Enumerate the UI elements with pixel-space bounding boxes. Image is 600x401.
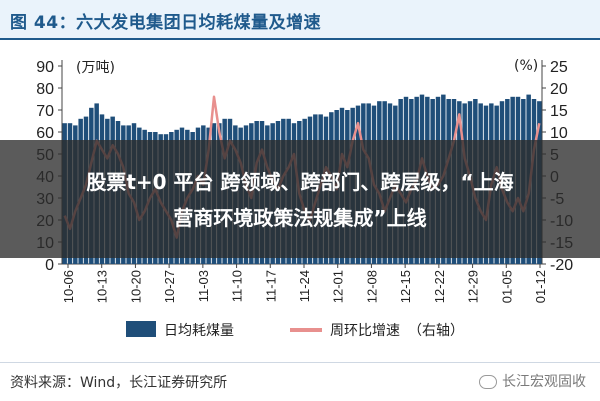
right-tick-label: 10	[550, 125, 568, 142]
x-tick-label: 10-06	[61, 270, 76, 303]
overlay-line-2: 营商环境政策法规集成”上线	[173, 206, 427, 230]
source-bar: 资料来源：Wind，长江证券研究所 长江宏观固收	[0, 362, 600, 401]
source-note: 资料来源：Wind，长江证券研究所	[10, 375, 228, 391]
legend-label-line: 周环比增速	[330, 323, 400, 339]
overlay-banner: 股票t+0 平台 跨领域、跨部门、跨层级，“上海 营商环境政策法规集成”上线	[0, 140, 600, 258]
legend-label-line-axis: （右轴）	[408, 323, 464, 339]
overlay-line-1: 股票t+0 平台 跨领域、跨部门、跨层级，“上海	[86, 170, 514, 194]
left-tick-label: 60	[36, 125, 54, 142]
x-tick-label: 01-05	[499, 270, 514, 303]
legend-label-bars: 日均耗煤量	[164, 323, 234, 339]
x-tick-label: 11-24	[297, 270, 312, 302]
x-tick-label: 11-17	[263, 270, 278, 302]
right-tick-label: 15	[550, 103, 568, 120]
legend-swatch-bars	[126, 321, 156, 337]
x-tick-label: 12-15	[398, 270, 413, 303]
brand: 长江宏观固收	[479, 371, 586, 391]
page-title: 图 44：六大发电集团日均耗煤量及增速	[10, 13, 322, 33]
left-axis-unit: (万吨)	[76, 60, 115, 76]
left-tick-label: 0	[45, 257, 54, 274]
x-tick-label: 11-03	[196, 270, 211, 302]
left-tick-label: 80	[36, 81, 54, 98]
x-tick-label: 10-27	[162, 270, 177, 303]
x-tick-label: 10-20	[128, 270, 143, 303]
wechat-icon	[479, 375, 497, 389]
right-tick-label: 20	[550, 81, 568, 98]
right-axis-unit: (%)	[514, 58, 538, 74]
x-tick-label: 12-22	[432, 270, 447, 303]
x-tick-label: 12-08	[364, 270, 379, 303]
title-bar: 图 44：六大发电集团日均耗煤量及增速	[0, 0, 600, 40]
right-tick-label: -20	[550, 257, 573, 274]
x-tick-label: 11-10	[230, 270, 245, 302]
x-tick-label: 12-01	[331, 270, 346, 303]
x-tick-label: 01-12	[533, 270, 548, 303]
right-tick-label: 25	[550, 59, 568, 76]
left-tick-label: 70	[36, 103, 54, 120]
brand-name: 长江宏观固收	[502, 374, 586, 390]
x-tick-label: 10-13	[95, 270, 110, 303]
left-tick-label: 90	[36, 59, 54, 76]
x-tick-label: 12-29	[466, 270, 481, 303]
